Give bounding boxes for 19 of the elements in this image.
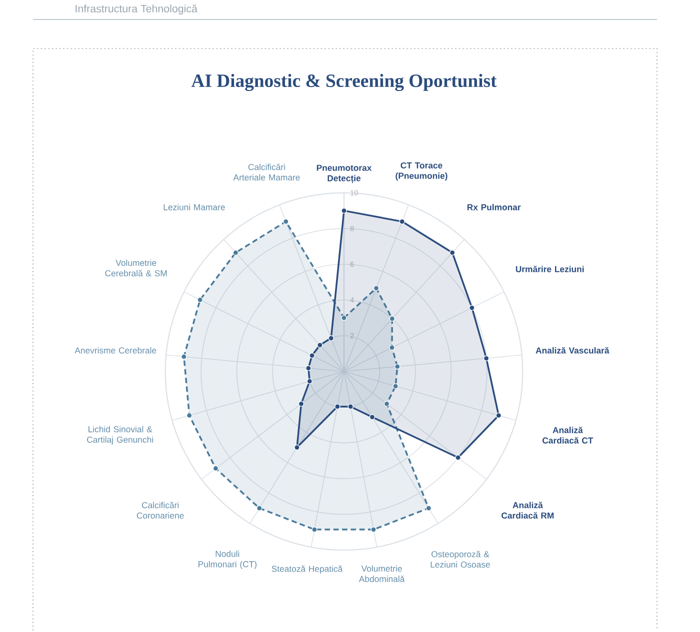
spoke-label: Leziuni Mamare — [164, 204, 225, 210]
chart-title: AI Diagnostic & Screening Oportunist — [191, 74, 497, 91]
spoke-label: CT Torace (Pneumonie) — [396, 162, 448, 180]
spoke-label: Rx Pulmonar — [467, 204, 521, 210]
spoke-label: Analiză Vasculară — [536, 346, 610, 354]
spoke-label: Urmărire Leziuni — [516, 266, 584, 272]
spoke-label: Analiză Cardiacă RM — [502, 502, 554, 518]
spoke-label: Calcificări Coronariene — [136, 502, 184, 518]
spoke-label: Steatoză Hepatică — [272, 565, 343, 574]
chart-subtitle: Infrastructura Tehnologică — [76, 4, 198, 14]
spoke-label: Calcificări Arteriale Mamare — [233, 163, 300, 180]
spoke-label: Noduli Pulmonari (CT) — [198, 550, 256, 569]
spoke-label: Volumetrie Abdominală — [358, 565, 405, 582]
spoke-label: Volumetrie Cerebrală & SM — [105, 259, 167, 276]
spoke-label: Osteoporoză & Leziuni Osoase — [430, 550, 490, 568]
spoke-label: Anevrisme Cerebrale — [74, 346, 156, 354]
spoke-label: Pneumotorax Detecție — [316, 164, 372, 183]
spoke-label: Lichid Sinovial & Cartilaj Genunchi — [87, 426, 153, 444]
spoke-label: Analiză Cardiacă CT — [542, 426, 594, 444]
